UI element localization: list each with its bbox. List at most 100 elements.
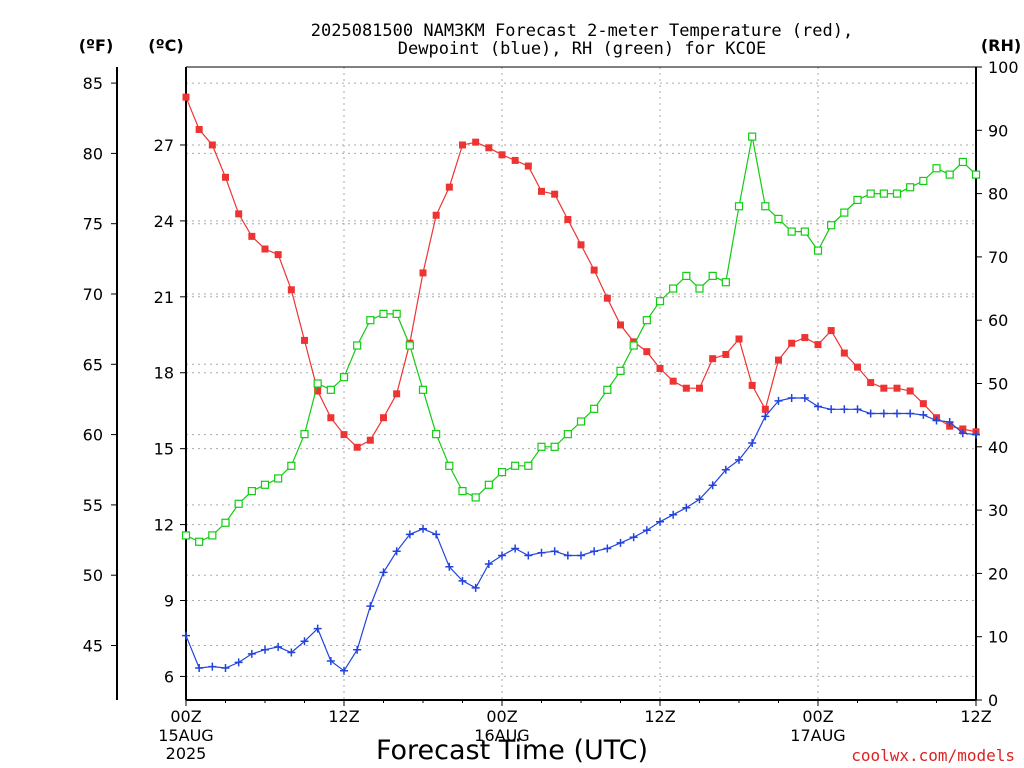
dewpoint-point: [827, 405, 836, 414]
temperature-point: [353, 443, 361, 451]
x-tick-label: 00Z: [486, 707, 517, 726]
dewpoint-point: [972, 430, 980, 439]
rh-point: [221, 518, 230, 527]
temperature-point: [393, 390, 401, 398]
celsius-unit-label: (ºC): [148, 36, 183, 55]
rh-series: [181, 132, 981, 546]
rh-point: [537, 442, 546, 451]
dewpoint-point: [340, 666, 348, 675]
rh-point: [287, 461, 296, 470]
rh-point: [234, 499, 243, 508]
x-tick-label: 12Z: [328, 707, 359, 726]
temperature-point: [722, 350, 730, 358]
dewpoint-point: [906, 409, 915, 418]
temperature-point: [814, 341, 822, 349]
temperature-point: [748, 381, 756, 389]
rh-point: [906, 183, 915, 192]
rh-tick-label: 80: [988, 185, 1008, 204]
temperature-point: [564, 215, 572, 223]
rh-point: [669, 284, 678, 293]
x-date-label: 2025: [166, 744, 207, 763]
dewpoint-point: [590, 547, 599, 556]
fahrenheit-tick-label: 85: [83, 74, 103, 93]
temperature-point: [827, 327, 835, 335]
temperature-point: [617, 321, 624, 329]
dewpoint-point: [511, 544, 520, 553]
temperature-point: [459, 141, 466, 149]
dewpoint-point: [774, 396, 783, 405]
x-date-label: 15AUG: [158, 726, 213, 745]
dewpoint-point: [353, 645, 362, 654]
temperature-point: [301, 336, 308, 344]
dewpoint-point: [748, 439, 757, 448]
dewpoint-series: [182, 394, 980, 675]
rh-point: [576, 417, 586, 426]
rh-point: [958, 157, 967, 167]
rh-point: [800, 227, 809, 236]
dewpoint-point: [208, 662, 217, 671]
rh-point: [971, 170, 981, 179]
temperature-point: [893, 384, 901, 392]
temperature-point: [643, 348, 651, 356]
dewpoint-point: [419, 524, 427, 533]
fahrenheit-tick-label: 55: [83, 496, 103, 515]
rh-point: [708, 271, 717, 280]
temperature-point: [327, 414, 335, 422]
dewpoint-point: [958, 429, 967, 438]
grid-lines: [186, 67, 976, 700]
x-tick-label: 12Z: [960, 707, 991, 726]
x-date-label: 16AUG: [474, 726, 529, 745]
temperature-point: [524, 162, 532, 170]
temperature-point: [432, 211, 440, 219]
dewpoint-point: [893, 409, 901, 418]
rh-point: [840, 208, 849, 217]
fahrenheit-tick-label: 70: [83, 285, 103, 304]
celsius-tick-label: 12: [154, 516, 174, 535]
rh-point: [866, 189, 875, 198]
temperature-point: [761, 405, 769, 413]
dewpoint-point: [879, 409, 888, 418]
temperature-point: [287, 286, 295, 294]
temperature-point: [445, 183, 453, 191]
x-axis-title: Forecast Time (UTC): [376, 735, 648, 766]
dewpoint-point: [945, 417, 954, 426]
temperature-point: [590, 266, 598, 274]
dewpoint-point: [498, 551, 506, 560]
chart-title-line-2: Dewpoint (blue), RH (green) for KCOE: [398, 39, 766, 59]
rh-point: [853, 195, 862, 205]
temperature-point: [472, 138, 480, 146]
temperature-point: [208, 141, 216, 149]
temperature-point: [867, 379, 875, 387]
rh-tick-label: 90: [988, 121, 1008, 140]
rh-point: [774, 214, 783, 224]
rh-point: [655, 297, 665, 306]
temperature-point: [801, 334, 809, 342]
celsius-tick-label: 27: [154, 136, 174, 155]
x-date-label: 17AUG: [790, 726, 845, 745]
temperature-point: [340, 431, 348, 439]
temperature-point: [366, 436, 374, 444]
fahrenheit-tick-label: 50: [83, 566, 103, 585]
rh-tick-label: 70: [988, 248, 1008, 267]
dewpoint-point: [195, 663, 204, 672]
dewpoint-point: [326, 656, 335, 665]
rh-point: [682, 271, 691, 280]
dewpoint-point: [866, 409, 875, 418]
temperature-point: [261, 245, 269, 253]
rh-point: [748, 132, 757, 141]
rh-tick-label: 60: [988, 311, 1008, 330]
rh-point: [550, 442, 559, 451]
temperature-point: [235, 210, 243, 218]
dewpoint-point: [537, 548, 546, 557]
temperature-point: [959, 425, 967, 433]
temperature-point: [880, 384, 888, 392]
rh-point: [432, 430, 441, 439]
rh-point: [326, 385, 335, 394]
rh-point: [524, 461, 533, 470]
rh-point: [813, 246, 823, 255]
dewpoint-point: [682, 503, 691, 512]
rh-point: [353, 341, 362, 350]
dewpoint-point: [761, 412, 770, 421]
celsius-tick-label: 21: [154, 288, 174, 307]
dewpoint-point: [484, 559, 493, 568]
